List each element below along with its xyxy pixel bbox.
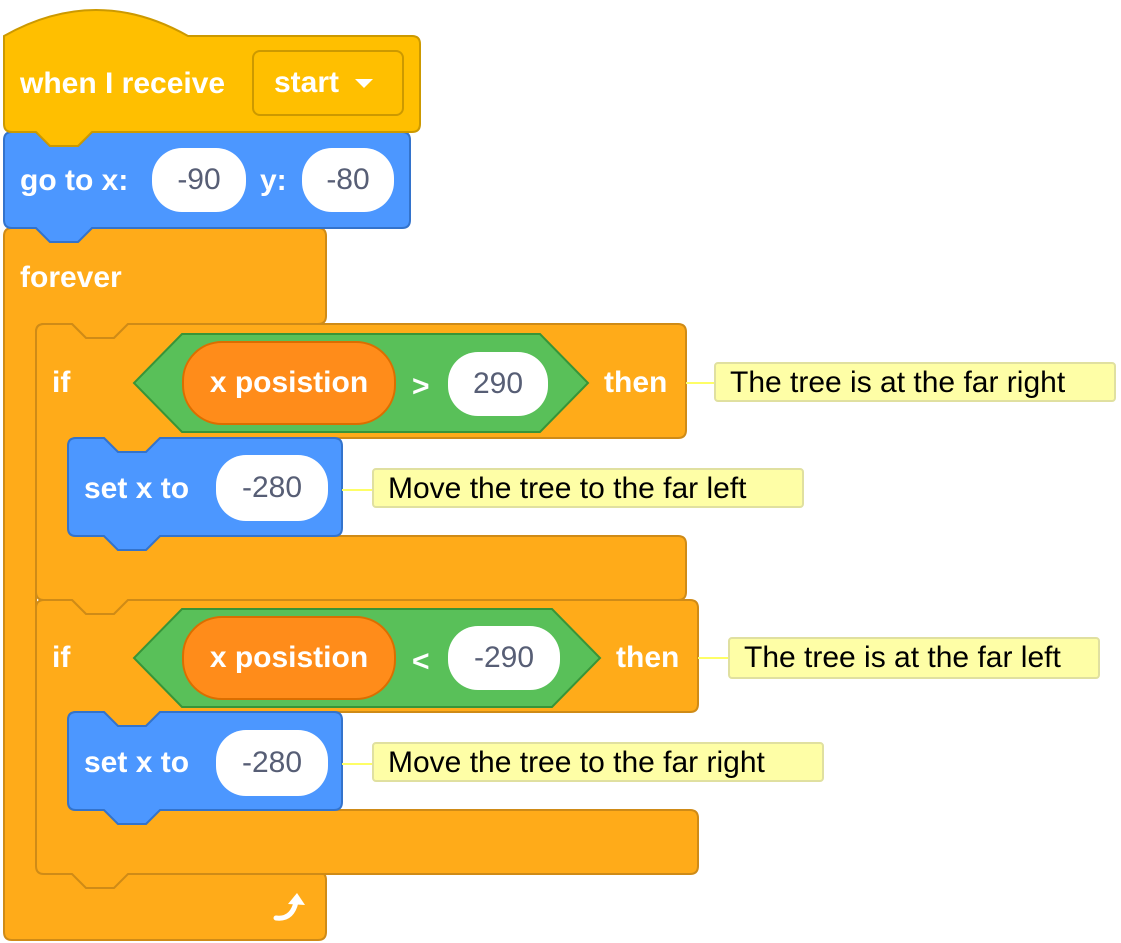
compare-value-input-1[interactable]: 290	[448, 352, 548, 416]
comment-note-1[interactable]: The tree is at the far right	[714, 362, 1116, 402]
if-label-1: if	[52, 366, 71, 399]
when-i-receive-label: when I receive	[20, 67, 226, 100]
compare-value-input-2[interactable]: -290	[448, 626, 560, 690]
message-dropdown-value: start	[274, 66, 340, 99]
then-label-1: then	[604, 366, 668, 399]
operator-symbol-1: >	[412, 370, 430, 403]
comment-text-4: Move the tree to the far right	[388, 746, 765, 779]
go-to-x-label: go to x:	[20, 164, 129, 197]
if-label-2: if	[52, 641, 71, 674]
comment-note-4[interactable]: Move the tree to the far right	[372, 742, 824, 782]
forever-label: forever	[20, 261, 122, 294]
comment-text-3: The tree is at the far left	[744, 641, 1061, 674]
set-x-value-input-2[interactable]: -280	[216, 730, 328, 796]
go-to-y-input[interactable]: -80	[302, 148, 394, 212]
then-label-2: then	[616, 641, 680, 674]
caret-down-icon[interactable]	[355, 78, 374, 88]
operator-symbol-2: <	[412, 645, 430, 678]
message-dropdown[interactable]: start	[252, 50, 404, 116]
loop-arrow-icon	[273, 893, 305, 921]
comment-connector-1	[686, 382, 716, 384]
set-x-label-2: set x to	[84, 746, 190, 779]
comment-note-2[interactable]: Move the tree to the far left	[372, 468, 804, 508]
set-x-label-1: set x to	[84, 472, 190, 505]
comment-connector-3	[698, 657, 730, 659]
comment-connector-4	[342, 763, 374, 765]
comment-text-1: The tree is at the far right	[730, 366, 1066, 399]
set-x-value-input-1[interactable]: -280	[216, 455, 328, 521]
go-to-x-input[interactable]: -90	[152, 148, 246, 212]
go-to-y-label: y:	[260, 164, 287, 197]
comment-connector-2	[342, 489, 374, 491]
comment-text-2: Move the tree to the far left	[388, 472, 747, 505]
comment-note-3[interactable]: The tree is at the far left	[728, 637, 1100, 679]
x-position-reporter-1[interactable]: x posistion	[182, 341, 396, 425]
x-position-reporter-2[interactable]: x posistion	[182, 616, 396, 700]
